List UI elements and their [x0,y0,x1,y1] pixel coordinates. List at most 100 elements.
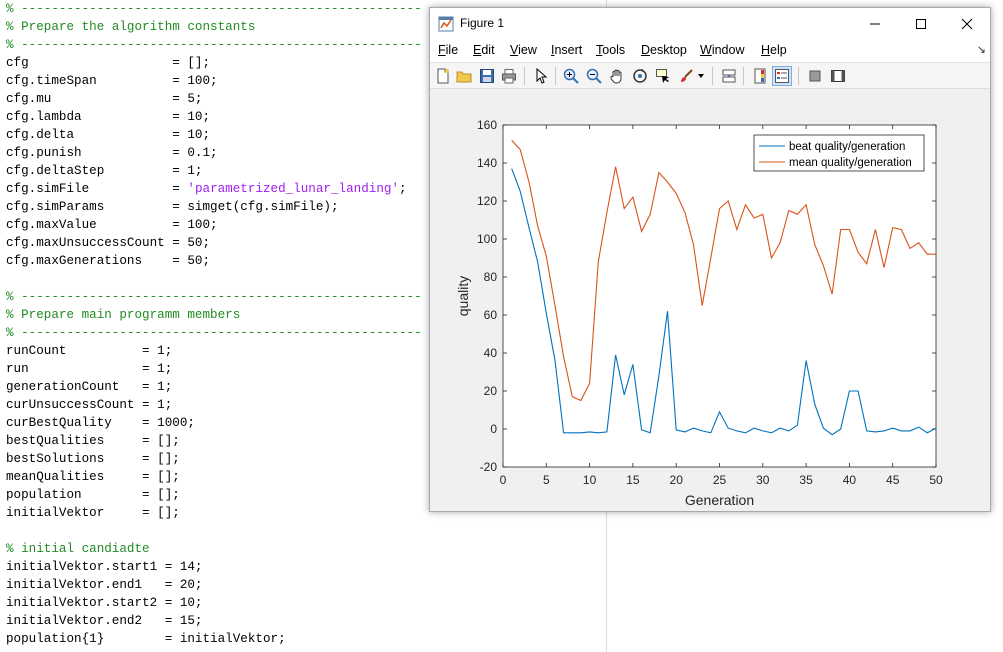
code-line[interactable]: % --------------------------------------… [6,0,422,18]
menu-insert[interactable]: Insert [551,43,583,57]
series-line-mean-quality[interactable] [511,139,936,402]
hide-plot-tools-button[interactable] [805,66,825,86]
menu-help[interactable]: Help [761,43,787,57]
code-text: cfg.deltaStep = 1; [6,164,203,178]
code-line[interactable]: cfg.simFile = 'parametrized_lunar_landin… [6,180,407,198]
code-text: cfg.mu = 5; [6,92,203,106]
x-axis-label: Generation [685,492,754,508]
code-text: initialVektor.end2 = 15; [6,614,203,628]
save-button[interactable] [477,66,497,86]
open-file-button[interactable] [454,66,474,86]
code-line[interactable]: population{1} = initialVektor; [6,630,286,648]
code-line[interactable]: cfg.timeSpan = 100; [6,72,218,90]
code-line[interactable]: cfg.maxUnsuccessCount = 50; [6,234,210,252]
menu-view[interactable]: View [510,43,537,57]
show-plot-tools-button[interactable] [828,66,848,86]
zoom-in-button[interactable] [561,66,581,86]
hide-plot-tools-icon [809,70,821,82]
figure-window[interactable]: Figure 1 File Edit View Insert Tools Desktop W… [429,7,991,512]
code-line[interactable]: cfg.maxValue = 100; [6,216,218,234]
code-text: cfg.maxUnsuccessCount = 50; [6,236,211,250]
code-line[interactable]: % --------------------------------------… [6,324,422,342]
code-text: curUnsuccessCount = 1; [6,398,173,412]
close-button[interactable] [944,8,990,39]
legend-button[interactable] [772,66,792,86]
code-line[interactable]: % --------------------------------------… [6,288,422,306]
toolbar-separator [555,67,556,85]
brush-dropdown-button[interactable] [696,66,706,86]
code-line[interactable]: cfg.mu = 5; [6,90,203,108]
code-line[interactable]: cfg.simParams = simget(cfg.simFile); [6,198,339,216]
matlab-figure-icon [438,16,454,32]
code-line[interactable]: cfg.punish = 0.1; [6,144,218,162]
brush-button[interactable] [676,66,696,86]
code-line[interactable]: initialVektor = []; [6,504,180,522]
code-text: generationCount = 1; [6,380,173,394]
figure-menubar: File Edit View Insert Tools Desktop Window Help… [430,39,990,62]
code-line[interactable]: runCount = 1; [6,342,172,360]
code-line[interactable]: curBestQuality = 1000; [6,414,195,432]
code-line[interactable]: cfg.maxGenerations = 50; [6,252,210,270]
menu-desktop[interactable]: Desktop [641,43,687,57]
axes-box[interactable] [502,124,937,468]
series-line-best-quality[interactable] [511,168,937,436]
maximize-button[interactable] [898,8,944,39]
code-line[interactable]: population = []; [6,486,180,504]
code-line[interactable]: meanQualities = []; [6,468,180,486]
code-line[interactable]: cfg.lambda = 10; [6,108,210,126]
code-line[interactable]: cfg = []; [6,54,210,72]
code-text: population{1} = initialVektor; [6,632,286,646]
line-chart[interactable]: 0 5 10 15 20 25 30 35 40 45 50-2002040608010012014… [430,89,990,511]
code-text: % Prepare main programm members [6,308,241,322]
figure-titlebar[interactable]: Figure 1 [430,8,990,39]
menu-file[interactable]: File [438,43,459,57]
code-text: ; [399,182,407,196]
code-line[interactable]: bestQualities = []; [6,432,180,450]
figure-canvas[interactable]: 0 5 10 15 20 25 30 35 40 45 50 -20 0 20 40 60 80 100 120 14… [430,89,990,511]
brush-icon [681,69,693,82]
data-cursor-icon [656,69,669,83]
code-text: initialVektor = []; [6,506,180,520]
code-line[interactable]: initialVektor.end1 = 20; [6,576,203,594]
link-plot-icon [722,69,736,83]
menubar-dock-arrow-icon[interactable]: ↘ [976,44,986,56]
code-line[interactable]: % --------------------------------------… [6,36,422,54]
code-line[interactable]: % Prepare main programm members [6,306,240,324]
y-tick-label: 0 [490,422,497,436]
code-line[interactable]: curUnsuccessCount = 1; [6,396,172,414]
pan-hand-icon [610,69,622,84]
menu-edit[interactable]: Edit [473,43,495,57]
select-arrow-icon [536,68,548,84]
code-text: population = []; [6,488,180,502]
menu-tools[interactable]: Tools [596,43,626,57]
pan-button[interactable] [607,66,627,86]
code-line[interactable]: % initial candiadte [6,540,150,558]
print-button[interactable] [499,66,519,86]
code-line[interactable]: cfg.delta = 10; [6,126,210,144]
legend-icon [775,69,789,83]
code-line[interactable]: cfg.deltaStep = 1; [6,162,203,180]
code-line[interactable]: bestSolutions = []; [6,450,180,468]
new-figure-button[interactable] [433,66,453,86]
code-line[interactable]: initialVektor.end2 = 15; [6,612,203,630]
colorbar-button[interactable] [750,66,770,86]
zoom-out-button[interactable] [584,66,604,86]
x-tick-label: 50 [929,473,943,487]
code-line[interactable]: initialVektor.start2 = 10; [6,594,203,612]
legend-box[interactable] [753,134,925,172]
minimize-button[interactable] [852,8,898,39]
code-text: runCount = 1; [6,344,173,358]
code-text: initialVektor.start2 = 10; [6,596,203,610]
code-line[interactable]: initialVektor.start1 = 14; [6,558,203,576]
rotate-3d-icon [633,69,647,83]
data-cursor-button[interactable] [653,66,673,86]
code-line[interactable]: generationCount = 1; [6,378,172,396]
menu-window[interactable]: Window [700,43,745,57]
select-arrow-button[interactable] [531,66,551,86]
rotate-3d-button[interactable] [630,66,650,86]
link-plot-button[interactable] [719,66,739,86]
code-text: run = 1; [6,362,173,376]
code-line[interactable]: run = 1; [6,360,172,378]
code-text: bestSolutions = []; [6,452,180,466]
code-line[interactable]: % Prepare the algorithm constants [6,18,255,36]
